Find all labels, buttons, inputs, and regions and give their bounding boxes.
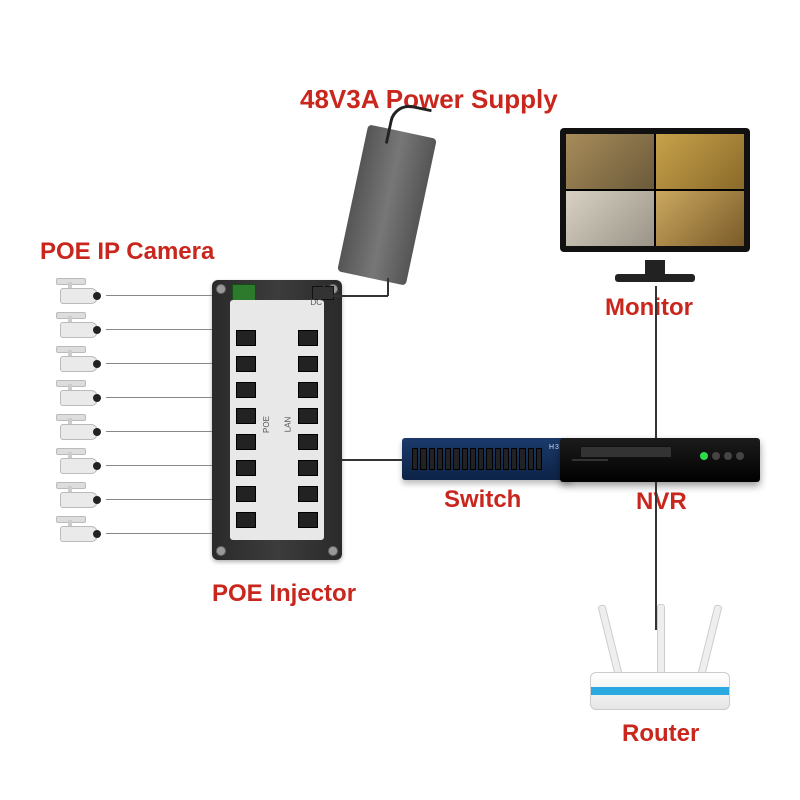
camera-wire xyxy=(106,363,212,364)
camera-label: POE IP Camera xyxy=(40,238,214,266)
camera-icon xyxy=(46,316,106,342)
router-label: Router xyxy=(622,720,699,748)
router-icon xyxy=(590,620,730,710)
nvr-label: NVR xyxy=(636,488,687,516)
power-supply-icon xyxy=(337,124,437,285)
injector-lan-port-column xyxy=(298,330,318,528)
camera-icon xyxy=(46,486,106,512)
injector-poe-port-column xyxy=(236,330,256,528)
camera-wire xyxy=(106,465,212,466)
injector-label: POE Injector xyxy=(212,580,356,608)
router-node xyxy=(590,620,730,710)
connector-segment xyxy=(324,295,388,297)
camera-icon xyxy=(46,384,106,410)
connector-segment xyxy=(655,286,657,438)
camera-icon xyxy=(46,418,106,444)
camera-wire xyxy=(106,431,212,432)
camera-wire xyxy=(106,295,212,296)
camera-wire xyxy=(106,329,212,330)
connector-segment xyxy=(323,284,325,296)
injector-dc-label: DC xyxy=(310,298,322,307)
camera-icon xyxy=(46,350,106,376)
connector-segment xyxy=(572,459,608,461)
power-supply-node xyxy=(352,130,422,280)
injector-lan-text: LAN xyxy=(284,417,293,433)
poe-injector-node: DC POE LAN xyxy=(212,280,342,560)
camera-icon xyxy=(46,282,106,308)
camera-icon xyxy=(46,452,106,478)
poe-injector-icon: DC POE LAN xyxy=(212,280,342,560)
camera-wire xyxy=(106,397,212,398)
connector-segment xyxy=(655,482,657,630)
switch-label: Switch xyxy=(444,486,521,514)
monitor-label: Monitor xyxy=(605,294,693,322)
connector-segment xyxy=(387,278,389,296)
switch-node: H3C xyxy=(402,438,572,480)
camera-wire xyxy=(106,533,212,534)
network-switch-icon: H3C xyxy=(402,438,572,480)
monitor-node xyxy=(560,128,750,278)
connector-segment xyxy=(342,459,402,461)
injector-poe-text: POE xyxy=(262,416,271,433)
camera-icon xyxy=(46,520,106,546)
camera-wire xyxy=(106,499,212,500)
monitor-icon xyxy=(560,128,750,278)
